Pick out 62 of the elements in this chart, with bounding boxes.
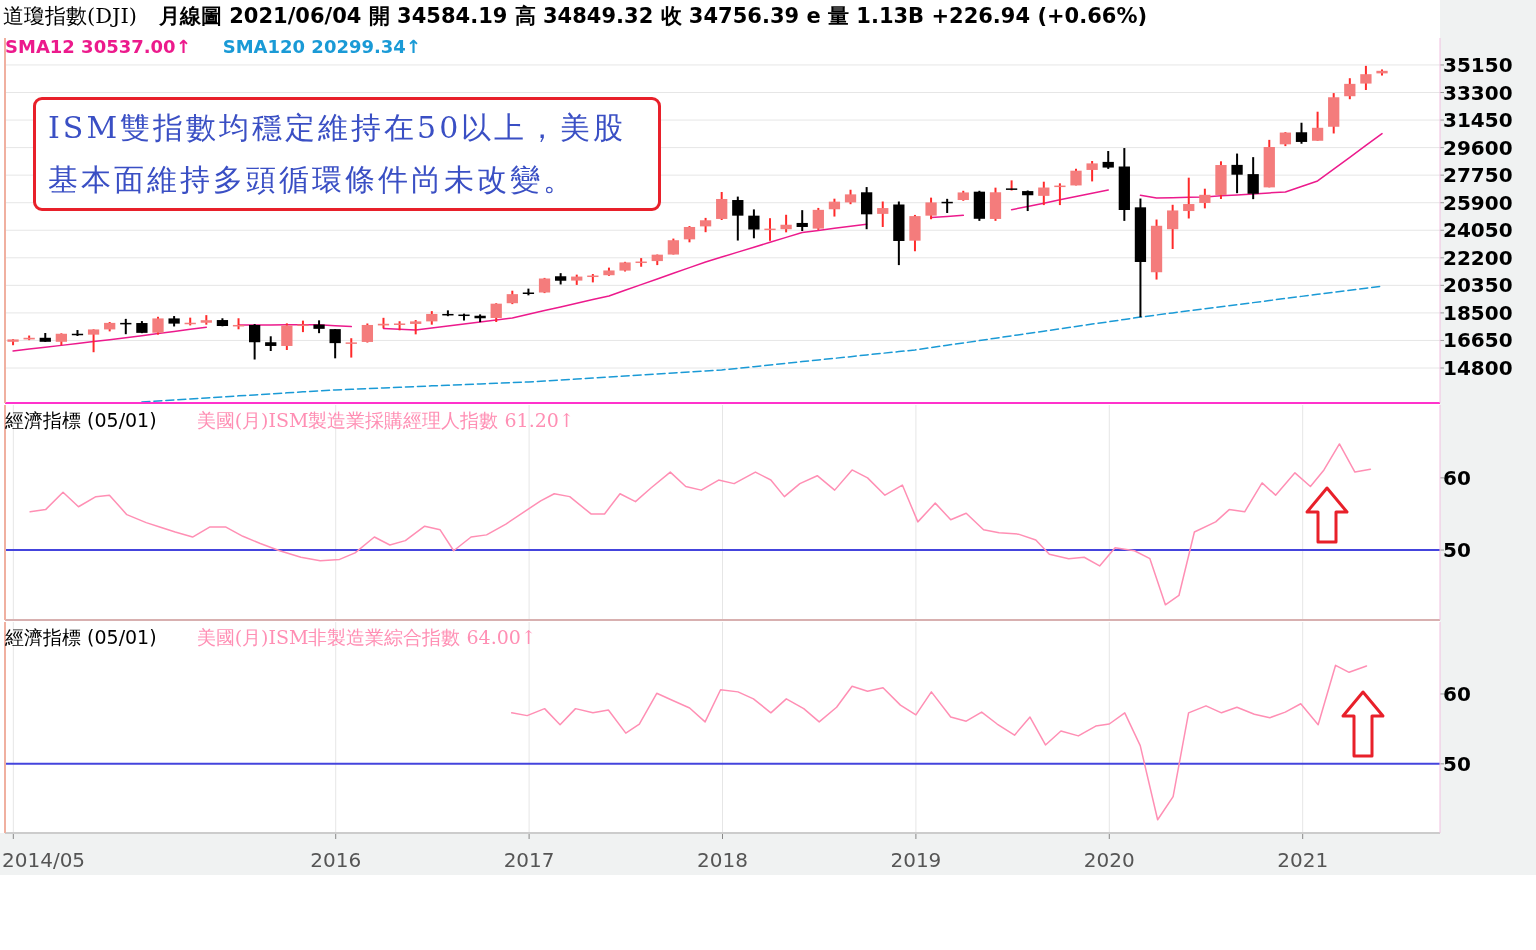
candlestick xyxy=(1247,156,1259,201)
text: 美國(月)ISM製造業採購經理人指數 61.20↑ xyxy=(196,409,575,431)
candlestick xyxy=(1086,160,1098,183)
y-tick-label: 29600 xyxy=(1443,135,1513,160)
x-tick-label: 2021 xyxy=(1277,848,1329,872)
chart-title: 經濟指標 (05/01) xyxy=(4,626,157,648)
candlestick xyxy=(748,208,760,240)
annotation: ISM雙指數均穩定維持在50以上，美股基本面維持多頭循環條件尚未改變。 xyxy=(33,97,661,211)
candlestick xyxy=(490,302,502,323)
y-tick-label: 18500 xyxy=(1443,300,1513,325)
candlestick xyxy=(329,328,341,360)
candlestick xyxy=(87,328,100,354)
x-tick-label: 2014/05 xyxy=(2,848,86,872)
candlestick xyxy=(249,323,261,361)
x-tick-label: 2018 xyxy=(697,848,748,872)
chart-title: 經濟指標 (05/01) xyxy=(4,409,157,431)
y-tick-label: 24050 xyxy=(1443,218,1513,243)
candlestick xyxy=(345,337,357,359)
candlestick xyxy=(877,200,889,228)
chart-title: 道瓊指數(DJI) xyxy=(3,4,137,28)
y-tick-label: 50 xyxy=(1443,751,1471,776)
x-tick-label: 2019 xyxy=(890,848,942,872)
text: SMA120 20299.34↑ xyxy=(222,36,421,57)
candlestick xyxy=(1022,189,1034,213)
candlestick xyxy=(925,196,937,221)
y-tick-label: 20350 xyxy=(1443,273,1513,298)
y-tick-label: 16650 xyxy=(1443,328,1513,353)
candlestick xyxy=(1167,203,1179,251)
x-tick-label: 2017 xyxy=(503,848,555,872)
y-tick-label: 22200 xyxy=(1443,245,1513,270)
candlestick xyxy=(1344,77,1356,101)
x-tick-label: 2016 xyxy=(310,848,362,872)
y-tick-label: 35150 xyxy=(1443,52,1513,77)
x-tick-label: 2020 xyxy=(1083,848,1135,872)
candlestick xyxy=(732,195,744,242)
candlestick xyxy=(361,322,374,344)
candlestick xyxy=(281,322,293,351)
y-tick-label: 60 xyxy=(1443,681,1471,706)
y-tick-label: 25900 xyxy=(1443,190,1513,215)
candlestick xyxy=(1231,152,1243,195)
line-series xyxy=(141,285,1383,403)
y-tick-label: 33300 xyxy=(1443,80,1513,105)
candlestick xyxy=(812,206,824,231)
candlestick xyxy=(1199,187,1211,210)
y-tick-label: 27750 xyxy=(1443,163,1513,188)
candlestick xyxy=(861,186,873,231)
text: 美國(月)ISM非製造業綜合指數 64.00↑ xyxy=(196,626,537,648)
y-tick-label: 31450 xyxy=(1443,108,1513,133)
chart-subtitle: 月線圖 2021/06/04 開 34584.19 高 34849.32 收 34756.39 e 量 1.13B +226.94 (+0.66%) xyxy=(157,4,1148,28)
candlestick xyxy=(1183,176,1195,220)
candlestick xyxy=(1295,121,1308,145)
candlestick xyxy=(1360,64,1372,91)
candlestick xyxy=(1038,180,1050,207)
line-series xyxy=(29,443,1372,606)
y-tick-label: 60 xyxy=(1443,465,1471,490)
y-tick-label: 14800 xyxy=(1443,356,1513,380)
candlestick xyxy=(716,190,728,221)
y-tick-label: 50 xyxy=(1443,538,1471,563)
text: SMA12 30537.00↑ xyxy=(5,36,191,57)
candlestick xyxy=(1311,110,1324,142)
candlestick xyxy=(796,209,808,232)
line-series xyxy=(510,664,1368,821)
